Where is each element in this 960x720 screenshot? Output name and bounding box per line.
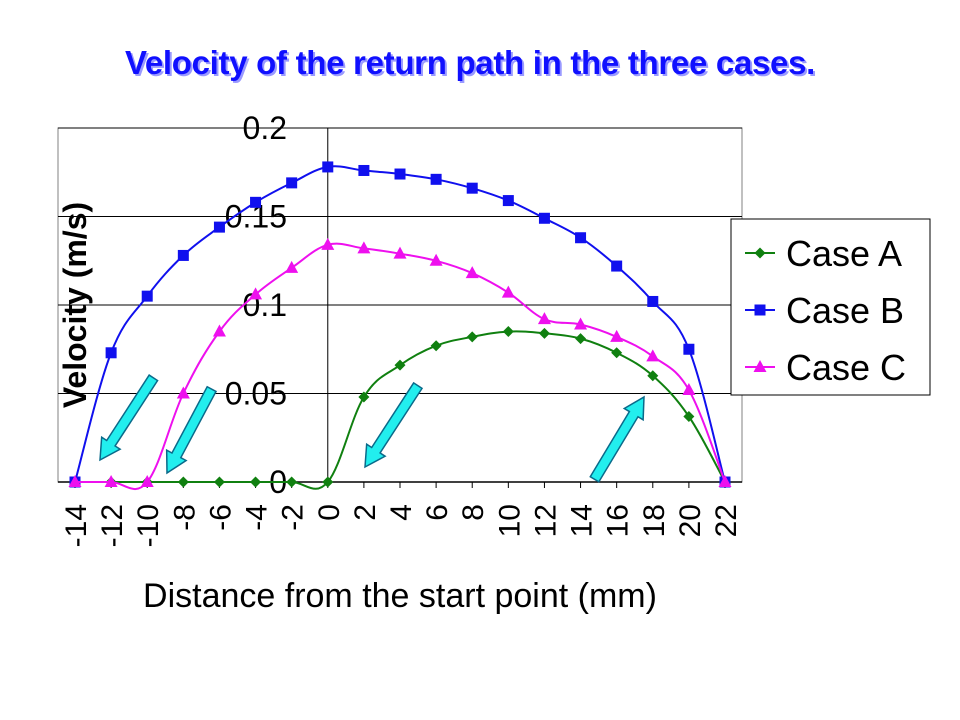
chart-title: Velocity of the return path in the three… [124, 44, 816, 81]
data-point [646, 349, 660, 362]
data-point [213, 221, 225, 233]
annotation-arrows [99, 374, 645, 483]
data-point [683, 343, 695, 355]
x-tick-label: 4 [385, 504, 418, 521]
x-tick-label: -10 [132, 504, 165, 547]
data-point [611, 347, 623, 359]
arrow-icon [589, 395, 645, 483]
data-point [140, 475, 154, 487]
y-axis-label: Velocity (m/s) [57, 202, 93, 408]
x-axis-label: Distance from the start point (mm) [143, 577, 657, 615]
data-point [321, 237, 335, 250]
legend-item: Case B [745, 290, 904, 331]
data-point [68, 475, 82, 487]
data-point [177, 249, 189, 261]
legend-marker [754, 304, 766, 316]
data-point [286, 476, 298, 488]
data-point [176, 386, 190, 399]
legend-item: Case A [745, 233, 902, 274]
data-point [575, 232, 587, 244]
x-tick-label: 8 [457, 504, 490, 521]
legend-item: Case C [745, 347, 906, 388]
y-axis: 00.050.10.150.2 [225, 110, 287, 500]
data-point [682, 382, 696, 395]
data-point [575, 333, 587, 345]
data-point [466, 182, 478, 194]
data-point [647, 295, 659, 307]
arrow-icon [364, 381, 424, 469]
data-point [574, 317, 588, 330]
legend-label: Case A [786, 233, 902, 274]
data-point [538, 212, 550, 224]
data-point [430, 340, 442, 352]
x-tick-label: -6 [204, 504, 237, 531]
y-tick-label: 0.2 [243, 110, 287, 146]
legend-label: Case B [786, 290, 904, 331]
x-tick-label: -2 [277, 504, 310, 531]
data-point [537, 312, 551, 325]
data-point [141, 290, 153, 302]
arrow-icon [165, 385, 218, 475]
data-point [213, 476, 225, 488]
x-tick-label: -4 [241, 504, 274, 531]
x-tick-label: 2 [349, 504, 382, 521]
x-tick-label: 0 [313, 504, 346, 521]
plot-area [57, 127, 743, 483]
legend-marker [753, 360, 767, 372]
x-tick-label: 12 [529, 504, 562, 537]
x-tick-label: 14 [566, 504, 599, 537]
data-point [718, 475, 732, 487]
data-point [394, 359, 406, 371]
series-2 [69, 161, 731, 488]
x-axis: -14 -12 -10 -8 -6 -4 -2 0 2 4 6 8 10 12 14 16 18 20 22 [60, 482, 743, 547]
data-point [250, 196, 262, 208]
x-tick-label: 6 [421, 504, 454, 521]
data-point [250, 476, 262, 488]
data-point [538, 327, 550, 339]
data-point [647, 370, 659, 382]
data-point [358, 391, 370, 403]
arrow-icon [99, 374, 159, 462]
x-tick-label: 16 [602, 504, 635, 537]
data-point [465, 266, 479, 279]
y-tick-label: 0.1 [243, 287, 287, 323]
data-point [322, 476, 334, 488]
legend-label: Case C [786, 347, 906, 388]
y-tick-label: 0.05 [225, 376, 287, 412]
data-point [286, 177, 298, 189]
data-point [249, 287, 263, 300]
series-layer [68, 161, 732, 490]
data-point [502, 195, 514, 207]
x-tick-label: 10 [493, 504, 526, 537]
data-point [104, 475, 118, 487]
data-point [466, 331, 478, 343]
data-point [393, 246, 407, 259]
data-point [357, 241, 371, 254]
data-point [611, 260, 623, 272]
x-tick-label: 18 [638, 504, 671, 537]
data-point [285, 260, 299, 273]
x-tick-label: 22 [710, 504, 743, 537]
data-point [683, 411, 695, 423]
legend: Case A Case B Case C [730, 218, 931, 396]
data-point [429, 253, 443, 266]
legend-marker [754, 247, 766, 259]
x-tick-label: -8 [168, 504, 201, 531]
data-point [212, 324, 226, 337]
data-point [502, 326, 514, 338]
data-point [358, 164, 370, 176]
data-point [501, 285, 515, 298]
data-point [105, 347, 117, 359]
data-point [322, 161, 334, 173]
data-point [177, 476, 189, 488]
x-tick-label: -14 [60, 504, 93, 547]
data-point [394, 168, 406, 180]
data-point [430, 173, 442, 185]
series-3 [68, 237, 732, 490]
x-tick-label: 20 [674, 504, 707, 537]
x-tick-label: -12 [96, 504, 129, 547]
data-point [610, 329, 624, 342]
